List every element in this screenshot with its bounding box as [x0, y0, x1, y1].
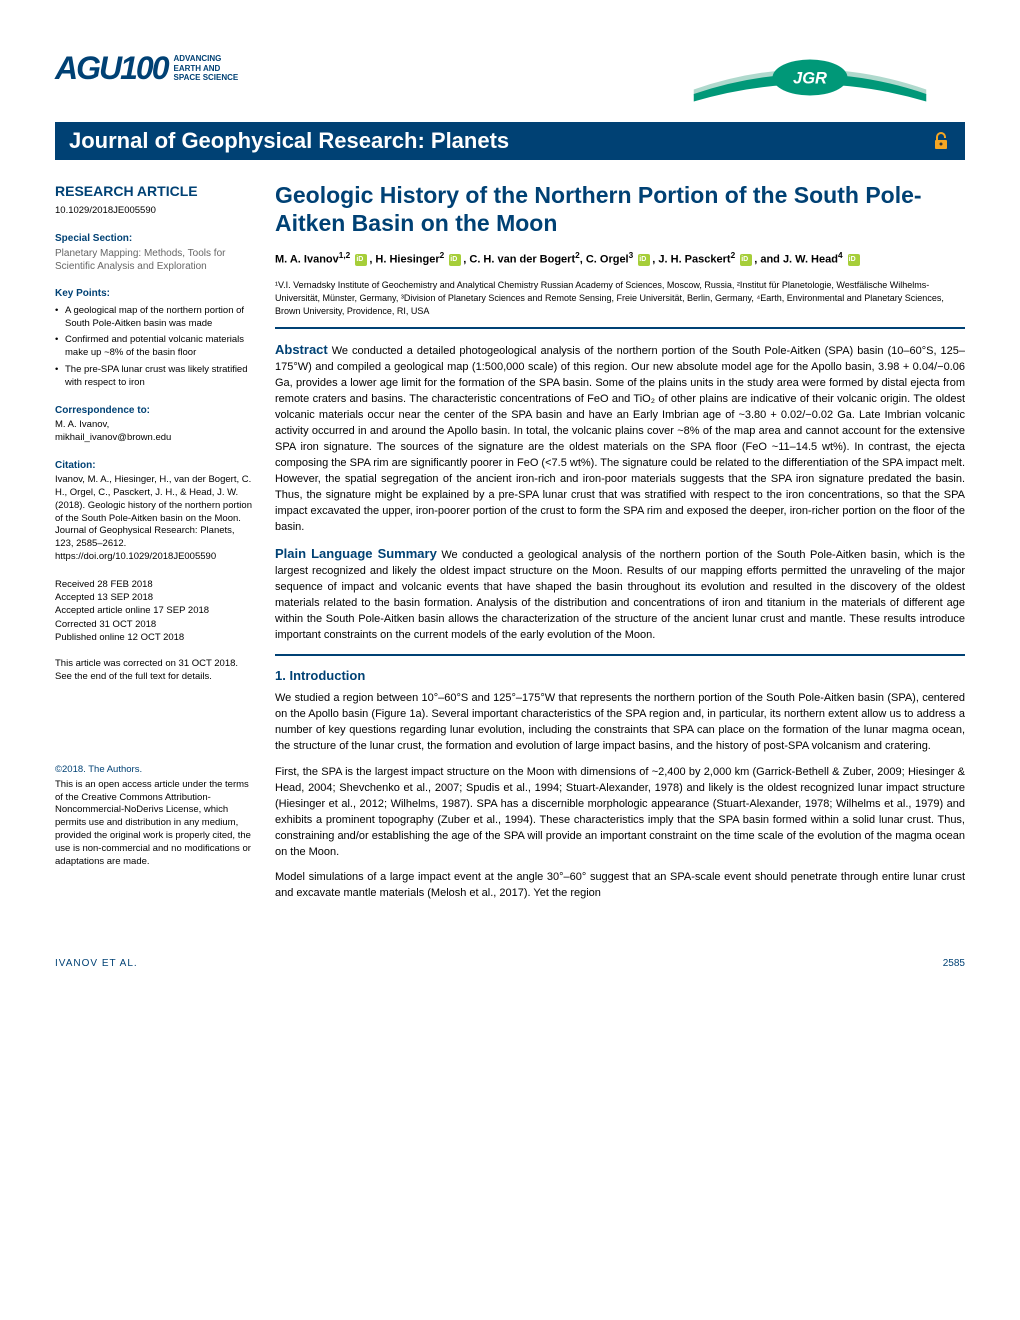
article-title: Geologic History of the Northern Portion…	[275, 182, 965, 237]
agu-hundred: 100	[120, 50, 167, 86]
correction-note: This article was corrected on 31 OCT 201…	[55, 658, 255, 684]
doi: 10.1029/2018JE005590	[55, 205, 255, 218]
sidebar: RESEARCH ARTICLE 10.1029/2018JE005590 Sp…	[55, 182, 255, 912]
copyright-line: ©2018. The Authors.	[55, 764, 255, 777]
special-section: Special Section: Planetary Mapping: Meth…	[55, 232, 255, 274]
orcid-icon[interactable]	[638, 254, 650, 266]
citation: Citation: Ivanov, M. A., Hiesinger, H., …	[55, 459, 255, 564]
divider	[275, 327, 965, 329]
journal-title-bar: Journal of Geophysical Research: Planets	[55, 122, 965, 160]
content-columns: RESEARCH ARTICLE 10.1029/2018JE005590 Sp…	[55, 182, 965, 912]
plain-language-block: Plain Language Summary We conducted a ge…	[275, 545, 965, 644]
tagline-line2: EARTH AND	[174, 64, 239, 74]
jgr-arc-icon: JGR	[655, 58, 965, 103]
citation-heading: Citation:	[55, 459, 255, 473]
orcid-icon[interactable]	[355, 254, 367, 266]
body-paragraph: We studied a region between 10°–60°S and…	[275, 691, 965, 755]
abstract-heading: Abstract	[275, 342, 328, 357]
key-points: Key Points: A geological map of the nort…	[55, 287, 255, 389]
main-content: Geologic History of the Northern Portion…	[275, 182, 965, 912]
tagline-line3: SPACE SCIENCE	[174, 73, 239, 83]
page-header: AGU100 ADVANCING EARTH AND SPACE SCIENCE…	[55, 50, 965, 110]
jgr-label: JGR	[793, 70, 827, 88]
abstract-text: We conducted a detailed photogeological …	[275, 345, 965, 532]
key-point-item: A geological map of the northern portion…	[55, 305, 255, 331]
orcid-icon[interactable]	[740, 254, 752, 266]
section-heading-introduction: 1. Introduction	[275, 668, 965, 683]
date-accepted-online: Accepted article online 17 SEP 2018	[55, 604, 255, 617]
article-type: RESEARCH ARTICLE	[55, 182, 255, 201]
pls-text: We conducted a geological analysis of th…	[275, 549, 965, 641]
author-list: M. A. Ivanov1,2 , H. Hiesinger2 , C. H. …	[275, 249, 965, 269]
key-point-item: Confirmed and potential volcanic materia…	[55, 334, 255, 360]
article-dates: Received 28 FEB 2018 Accepted 13 SEP 201…	[55, 578, 255, 644]
correspondence: Correspondence to: M. A. Ivanov, mikhail…	[55, 404, 255, 445]
key-point-item: The pre-SPA lunar crust was likely strat…	[55, 364, 255, 390]
jgr-badge: JGR	[655, 50, 965, 110]
journal-title: Journal of Geophysical Research: Planets	[69, 128, 509, 154]
agu-text: AGU	[55, 50, 120, 86]
correspondence-name: M. A. Ivanov,	[55, 419, 255, 432]
pls-heading: Plain Language Summary	[275, 546, 437, 561]
agu-logo: AGU100	[55, 50, 168, 87]
open-access-lock-icon	[931, 131, 951, 151]
agu-tagline: ADVANCING EARTH AND SPACE SCIENCE	[174, 54, 239, 83]
body-paragraph: Model simulations of a large impact even…	[275, 870, 965, 902]
key-points-heading: Key Points:	[55, 287, 255, 301]
key-points-list: A geological map of the northern portion…	[55, 305, 255, 390]
agu-logo-area: AGU100 ADVANCING EARTH AND SPACE SCIENCE	[55, 50, 238, 87]
copyright-block: ©2018. The Authors. This is an open acce…	[55, 764, 255, 869]
page-footer: IVANOV ET AL. 2585	[55, 942, 965, 969]
affiliations: ¹V.I. Vernadsky Institute of Geochemistr…	[275, 279, 965, 317]
correspondence-heading: Correspondence to:	[55, 404, 255, 418]
abstract-block: Abstract We conducted a detailed photoge…	[275, 341, 965, 535]
orcid-icon[interactable]	[449, 254, 461, 266]
date-corrected: Corrected 31 OCT 2018	[55, 618, 255, 631]
copyright-text: This is an open access article under the…	[55, 779, 255, 869]
divider	[275, 654, 965, 656]
tagline-line1: ADVANCING	[174, 54, 239, 64]
special-section-heading: Special Section:	[55, 232, 255, 246]
date-accepted: Accepted 13 SEP 2018	[55, 591, 255, 604]
special-section-link[interactable]: Planetary Mapping: Methods, Tools for Sc…	[55, 247, 255, 273]
date-received: Received 28 FEB 2018	[55, 578, 255, 591]
correspondence-email[interactable]: mikhail_ivanov@brown.edu	[55, 432, 255, 445]
footer-page-number: 2585	[943, 958, 965, 969]
body-paragraph: First, the SPA is the largest impact str…	[275, 765, 965, 861]
orcid-icon[interactable]	[848, 254, 860, 266]
footer-author: IVANOV ET AL.	[55, 958, 138, 969]
citation-text: Ivanov, M. A., Hiesinger, H., van der Bo…	[55, 474, 255, 564]
date-published: Published online 12 OCT 2018	[55, 631, 255, 644]
